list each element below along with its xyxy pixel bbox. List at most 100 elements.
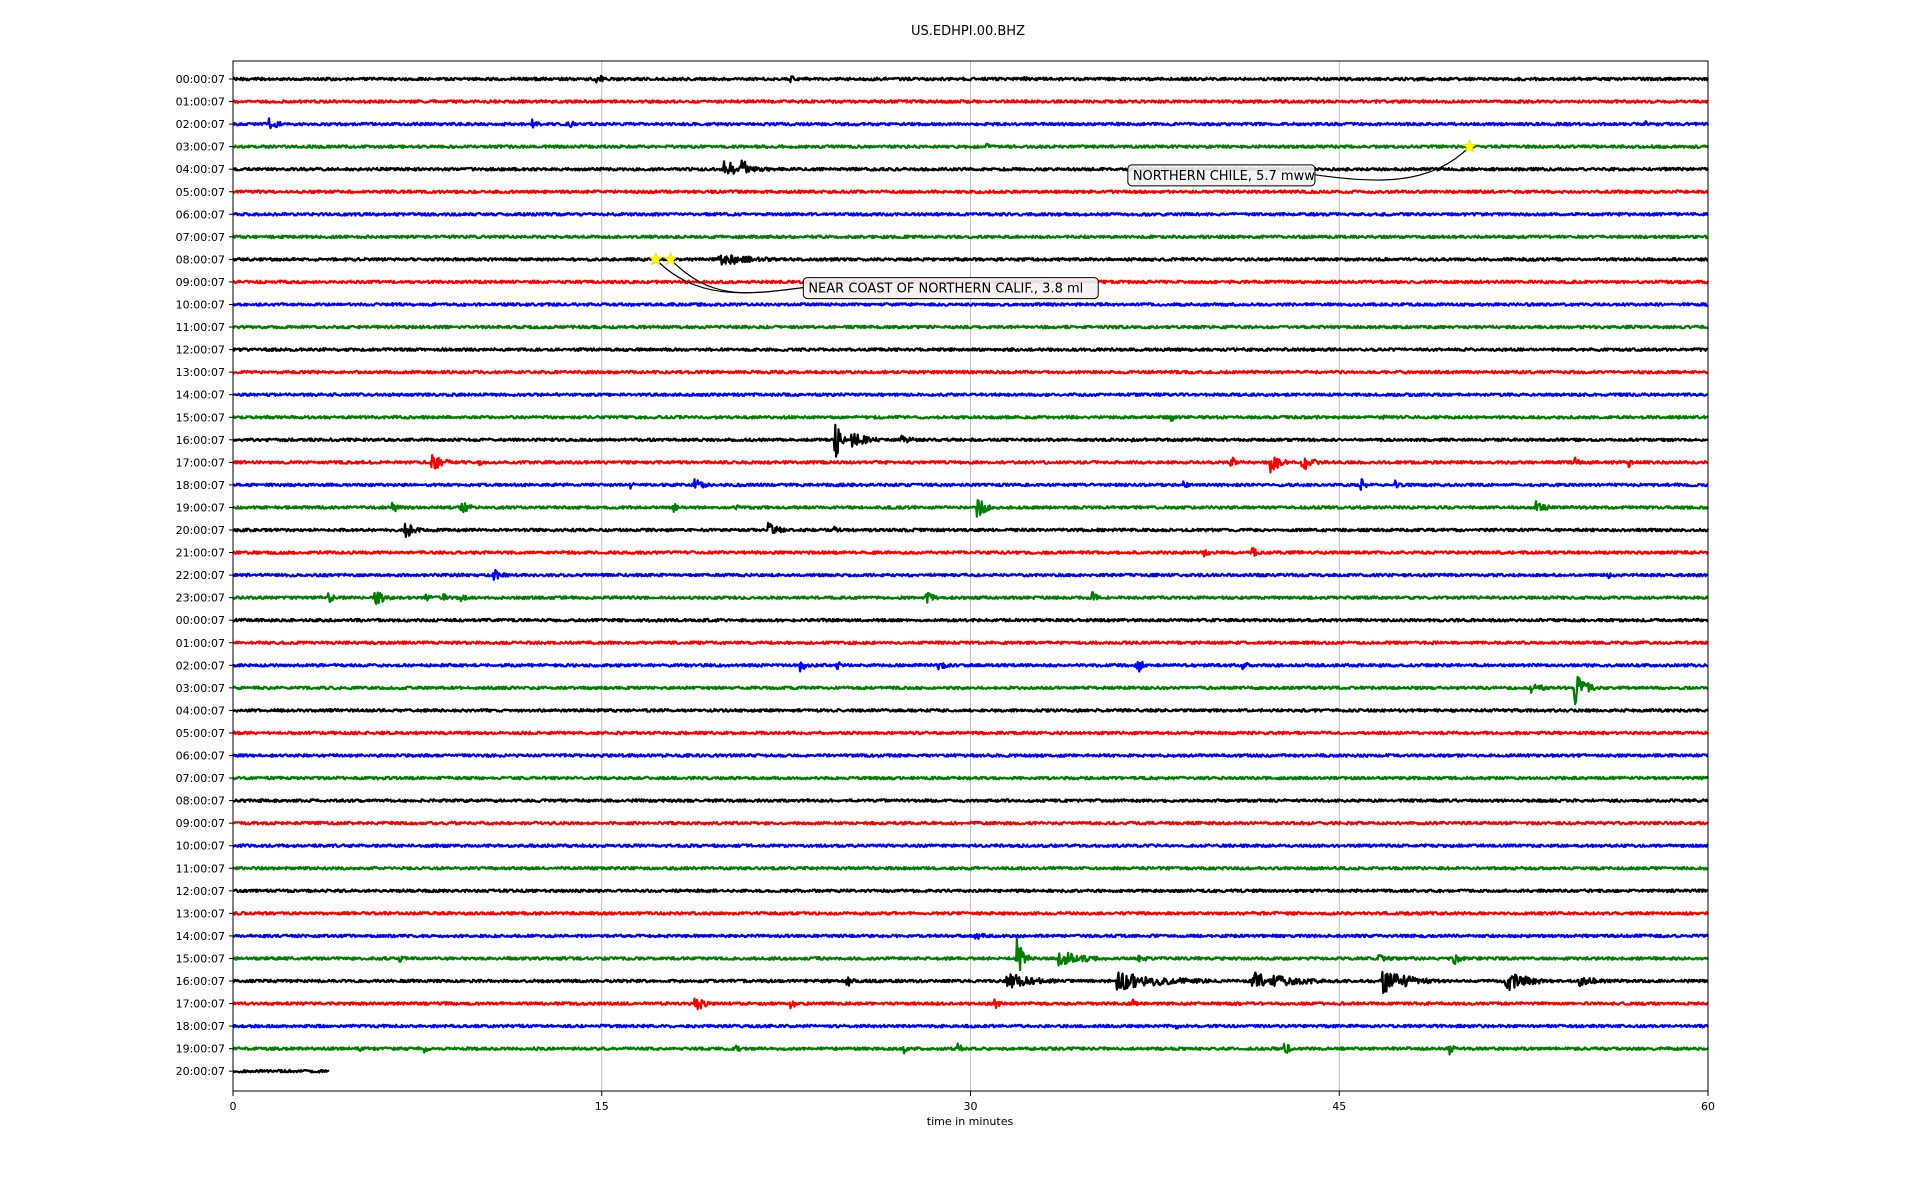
y-tick-label-15: 15:00:07 bbox=[176, 411, 225, 424]
trace-row-30 bbox=[232, 753, 1709, 758]
trace-row-33 bbox=[232, 820, 1709, 826]
y-tick-label-39: 15:00:07 bbox=[176, 952, 225, 965]
trace-row-5 bbox=[232, 189, 1709, 195]
trace-row-17 bbox=[232, 454, 1709, 474]
y-tick-label-26: 02:00:07 bbox=[176, 659, 225, 672]
y-tick-label-41: 17:00:07 bbox=[176, 998, 225, 1011]
trace-row-14 bbox=[232, 392, 1709, 398]
trace-row-20 bbox=[232, 521, 1709, 538]
chart-title: US.EDHPI.00.BHZ bbox=[911, 24, 1025, 39]
trace-row-7 bbox=[232, 234, 1709, 240]
trace-row-36 bbox=[232, 888, 1709, 894]
y-tick-label-28: 04:00:07 bbox=[176, 704, 225, 717]
x-tick-label-0: 0 bbox=[230, 1100, 237, 1113]
trace-row-40 bbox=[231, 970, 1709, 994]
y-tick-label-10: 10:00:07 bbox=[176, 299, 225, 312]
y-tick-label-42: 18:00:07 bbox=[176, 1020, 225, 1033]
y-tick-label-14: 14:00:07 bbox=[176, 389, 225, 402]
y-tick-label-13: 13:00:07 bbox=[176, 366, 225, 379]
y-tick-label-12: 12:00:07 bbox=[176, 344, 225, 357]
trace-row-39 bbox=[232, 937, 1709, 972]
trace-row-11 bbox=[232, 324, 1709, 330]
trace-row-21 bbox=[231, 547, 1710, 558]
trace-row-3 bbox=[232, 142, 1709, 149]
y-tick-label-1: 01:00:07 bbox=[176, 96, 225, 109]
trace-row-37 bbox=[232, 911, 1709, 916]
annotation-0: NORTHERN CHILE, 5.7 mww bbox=[1127, 139, 1477, 187]
annotation-label-0: NORTHERN CHILE, 5.7 mww bbox=[1133, 169, 1315, 184]
y-tick-label-0: 00:00:07 bbox=[176, 73, 225, 86]
y-tick-label-9: 09:00:07 bbox=[176, 276, 225, 289]
y-tick-label-21: 21:00:07 bbox=[176, 547, 225, 560]
event-star-icon-1-0 bbox=[648, 251, 664, 266]
annotation-box-0 bbox=[1127, 164, 1316, 187]
trace-row-13 bbox=[232, 369, 1709, 375]
annotation-box-1 bbox=[802, 277, 1099, 300]
annotation-connector-1-1 bbox=[670, 258, 804, 294]
trace-row-0 bbox=[232, 74, 1710, 84]
y-tick-label-29: 05:00:07 bbox=[176, 727, 225, 740]
y-tick-label-33: 09:00:07 bbox=[176, 817, 225, 830]
trace-row-26 bbox=[231, 660, 1709, 673]
trace-row-23 bbox=[232, 591, 1709, 605]
trace-row-15 bbox=[232, 414, 1709, 422]
trace-row-22 bbox=[232, 568, 1709, 581]
y-tick-label-22: 22:00:07 bbox=[176, 569, 225, 582]
trace-row-43 bbox=[232, 1042, 1709, 1056]
annotation-connector-0-0 bbox=[1314, 146, 1470, 181]
y-tick-label-5: 05:00:07 bbox=[176, 186, 225, 199]
y-tick-label-44: 20:00:07 bbox=[176, 1065, 225, 1078]
y-tick-label-38: 14:00:07 bbox=[176, 930, 225, 943]
y-tick-label-24: 00:00:07 bbox=[176, 614, 225, 627]
trace-row-29 bbox=[232, 730, 1709, 736]
trace-row-34 bbox=[232, 843, 1709, 849]
trace-row-35 bbox=[232, 865, 1709, 871]
trace-row-41 bbox=[232, 997, 1709, 1011]
y-tick-label-32: 08:00:07 bbox=[176, 795, 225, 808]
trace-row-10 bbox=[232, 302, 1709, 307]
trace-row-16 bbox=[231, 423, 1709, 458]
x-tick-label-60: 60 bbox=[1701, 1100, 1715, 1113]
y-tick-label-36: 12:00:07 bbox=[176, 885, 225, 898]
trace-row-12 bbox=[232, 347, 1709, 352]
trace-row-44 bbox=[232, 1068, 330, 1074]
y-tick-label-18: 18:00:07 bbox=[176, 479, 225, 492]
annotation-connector-1-0 bbox=[655, 258, 804, 294]
y-tick-label-2: 02:00:07 bbox=[176, 118, 225, 131]
y-tick-label-19: 19:00:07 bbox=[176, 501, 225, 514]
y-tick-label-43: 19:00:07 bbox=[176, 1043, 225, 1056]
x-axis-label: time in minutes bbox=[927, 1115, 1014, 1128]
trace-row-32 bbox=[232, 798, 1709, 803]
y-tick-label-11: 11:00:07 bbox=[176, 321, 225, 334]
annotation-1: NEAR COAST OF NORTHERN CALIF., 3.8 ml bbox=[648, 251, 1099, 300]
y-tick-label-31: 07:00:07 bbox=[176, 772, 225, 785]
trace-row-28 bbox=[232, 708, 1709, 713]
x-tick-label-45: 45 bbox=[1332, 1100, 1346, 1113]
y-tick-label-23: 23:00:07 bbox=[176, 592, 225, 605]
trace-row-25 bbox=[232, 640, 1709, 646]
trace-row-2 bbox=[232, 117, 1710, 130]
event-star-icon-1-1 bbox=[663, 251, 678, 266]
y-tick-label-20: 20:00:07 bbox=[176, 524, 225, 537]
trace-row-19 bbox=[232, 499, 1709, 518]
y-tick-label-34: 10:00:07 bbox=[176, 840, 225, 853]
y-tick-label-37: 13:00:07 bbox=[176, 907, 225, 920]
x-tick-label-15: 15 bbox=[595, 1100, 609, 1113]
y-tick-label-7: 07:00:07 bbox=[176, 231, 225, 244]
y-tick-label-3: 03:00:07 bbox=[176, 141, 225, 154]
event-star-icon-0-0 bbox=[1462, 139, 1477, 153]
event-annotations: NORTHERN CHILE, 5.7 mww NEAR COAST OF NOR… bbox=[648, 139, 1477, 300]
y-tick-label-17: 17:00:07 bbox=[176, 456, 225, 469]
y-tick-label-40: 16:00:07 bbox=[176, 975, 225, 988]
y-tick-label-4: 04:00:07 bbox=[176, 163, 225, 176]
x-tick-label-30: 30 bbox=[964, 1100, 978, 1113]
trace-row-4 bbox=[232, 159, 1710, 175]
trace-row-18 bbox=[232, 478, 1709, 491]
annotation-label-1: NEAR COAST OF NORTHERN CALIF., 3.8 ml bbox=[808, 282, 1083, 297]
trace-row-24 bbox=[232, 617, 1709, 623]
y-axis-ticks: 00:00:07 01:00:07 02:00:07 03:00:07 04:00:07… bbox=[176, 73, 233, 1078]
trace-row-27 bbox=[232, 675, 1709, 706]
trace-row-38 bbox=[232, 932, 1710, 940]
trace-row-1 bbox=[232, 99, 1709, 104]
